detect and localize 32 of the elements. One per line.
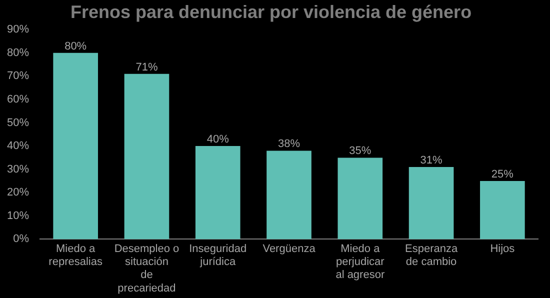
data-label: 80% xyxy=(64,40,87,52)
x-tick-label: Esperanza de cambio xyxy=(404,242,458,268)
x-tick-label: Vergüenza xyxy=(262,242,316,255)
y-tick-label: 70% xyxy=(6,70,30,82)
bar xyxy=(338,158,383,240)
bar xyxy=(408,167,454,240)
y-tick-label: 60% xyxy=(6,94,30,106)
bar xyxy=(266,150,312,240)
data-label: 40% xyxy=(206,134,230,146)
y-tick-label: 90% xyxy=(6,24,30,36)
y-tick-label: 50% xyxy=(6,116,30,129)
data-label: 35% xyxy=(349,145,372,158)
bar xyxy=(195,146,240,240)
x-tick-label: Desempleo o situación de precariedad xyxy=(114,242,180,294)
x-tick-label: Miedo a represalias xyxy=(48,242,103,268)
y-tick-label: 80% xyxy=(6,46,30,59)
x-tick-label: Miedo a perjudicar al agresor xyxy=(336,242,385,282)
data-label: 38% xyxy=(278,138,300,150)
chart-title: Frenos para denunciar por violencia de género xyxy=(70,2,472,22)
data-label: 25% xyxy=(491,168,514,181)
bar xyxy=(53,52,98,240)
y-tick-label: 30% xyxy=(6,163,30,176)
y-tick-label: 40% xyxy=(6,140,30,152)
data-label: 31% xyxy=(420,154,443,167)
y-tick-label: 20% xyxy=(6,186,30,199)
x-tick-label: Hijos xyxy=(490,242,516,255)
data-label: 71% xyxy=(136,61,158,74)
bar xyxy=(480,180,525,240)
x-tick-label: Inseguridad jurídica xyxy=(189,242,247,268)
bar xyxy=(124,74,170,240)
y-tick-label: 0% xyxy=(13,233,30,246)
y-tick-label: 10% xyxy=(6,210,30,222)
